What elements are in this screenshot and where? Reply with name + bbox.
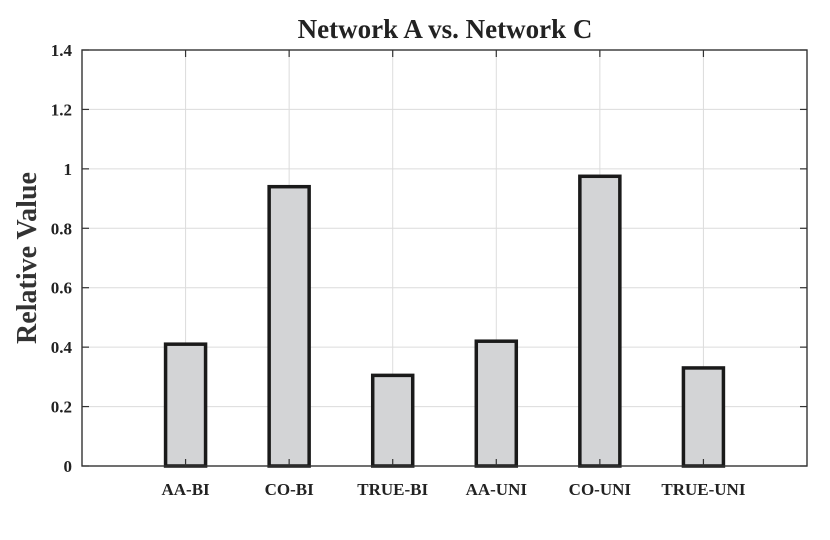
plot-frame bbox=[81, 49, 808, 467]
x-tick-label: TRUE-UNI bbox=[661, 480, 745, 499]
y-tick-label: 0.2 bbox=[51, 398, 72, 417]
x-tick-label: AA-BI bbox=[161, 480, 210, 499]
y-tick-label: 1 bbox=[64, 160, 73, 179]
y-tick-label: 0.6 bbox=[51, 279, 72, 298]
x-tick-label: CO-BI bbox=[265, 480, 315, 499]
bar-true-uni bbox=[681, 366, 726, 468]
axes bbox=[81, 49, 808, 467]
y-tick-labels: 0 0.2 0.4 0.6 0.8 1 1.2 1.4 bbox=[51, 41, 73, 476]
y-tick-label: 0.4 bbox=[51, 338, 73, 357]
y-tick-label: 1.2 bbox=[51, 100, 72, 119]
y-tick-label: 0.8 bbox=[51, 219, 72, 238]
y-tick-label: 0 bbox=[64, 457, 73, 476]
bar-true-bi bbox=[370, 373, 415, 468]
y-tick-label: 1.4 bbox=[51, 41, 73, 60]
bar-aa-uni bbox=[474, 339, 519, 468]
bars bbox=[163, 174, 726, 468]
x-tick-label: TRUE-BI bbox=[357, 480, 428, 499]
bar-co-uni bbox=[578, 174, 622, 468]
x-tick-label: AA-UNI bbox=[466, 480, 528, 499]
bar-aa-bi bbox=[163, 342, 208, 468]
x-tick-label: CO-UNI bbox=[569, 480, 632, 499]
bar-co-bi bbox=[267, 184, 311, 468]
y-axis-label: Relative Value bbox=[12, 172, 43, 344]
chart-title: Network A vs. Network C bbox=[298, 14, 593, 44]
x-tick-labels: AA-BI CO-BI TRUE-BI AA-UNI CO-UNI TRUE-UNI bbox=[161, 480, 745, 499]
